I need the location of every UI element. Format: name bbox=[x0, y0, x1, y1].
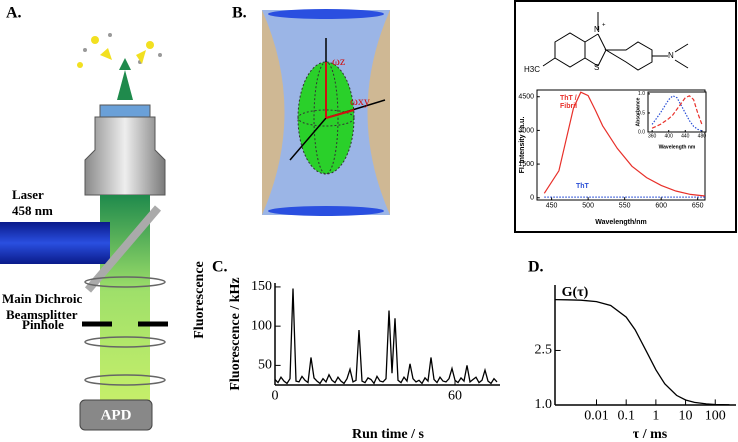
structure bbox=[542, 12, 689, 71]
series-line bbox=[543, 91, 706, 197]
y-tick-label: 0 bbox=[530, 195, 534, 202]
x-tick-label: 0 bbox=[272, 388, 279, 403]
annotation: Fibril bbox=[560, 103, 577, 110]
atom: N bbox=[594, 25, 600, 34]
optics bbox=[0, 33, 168, 431]
y-tick-label: 100 bbox=[251, 318, 272, 333]
laser-label: Laser bbox=[12, 187, 44, 202]
y-tick-label: 3000 bbox=[518, 127, 534, 134]
x-tick-label: 500 bbox=[582, 202, 594, 209]
x-tick-label: 100 bbox=[705, 408, 726, 423]
annotation: ThT / bbox=[560, 95, 577, 102]
x-axis-label: Run time / s bbox=[352, 427, 425, 442]
x-tick-label: 60 bbox=[448, 388, 462, 403]
annotation: ThT bbox=[576, 183, 590, 190]
atom: N bbox=[668, 51, 674, 60]
x-tick-label: 480 bbox=[698, 133, 707, 139]
plot-frame bbox=[536, 89, 706, 201]
fluorescence-label: Fluorescence bbox=[192, 261, 207, 339]
x-tick-label: 0.1 bbox=[617, 408, 635, 423]
x-tick-label: 550 bbox=[619, 202, 631, 209]
panel-label: A. bbox=[6, 5, 22, 22]
x-tick-label: 0.01 bbox=[584, 408, 609, 423]
x-tick-label: 400 bbox=[665, 133, 674, 139]
y-tick-label: 150 bbox=[251, 279, 272, 294]
atom: S bbox=[594, 63, 599, 72]
y-axis-label: FI. Intensity / a.u. bbox=[519, 117, 526, 174]
detector-label: APD bbox=[101, 407, 132, 423]
y-axis-label: Absorbance bbox=[635, 97, 641, 126]
y-tick-label: 1500 bbox=[518, 161, 534, 168]
x-tick-label: 650 bbox=[692, 202, 704, 209]
focal-volume bbox=[262, 9, 390, 216]
x-tick-label: 440 bbox=[681, 133, 690, 139]
panel-label: B. bbox=[232, 5, 247, 22]
plot-frame bbox=[647, 91, 707, 133]
omega-xy: ωxy bbox=[350, 94, 370, 108]
panel-label: C. bbox=[212, 259, 228, 276]
omega-z: ωz bbox=[332, 54, 345, 68]
splitter-label: Main Dichroic bbox=[2, 291, 83, 306]
x-axis-label: Wavelength nm bbox=[659, 144, 696, 150]
y-tick-label: 1.0 bbox=[535, 397, 553, 412]
splitter-label: Beamsplitter bbox=[6, 307, 78, 322]
y-tick-label: 2.5 bbox=[535, 343, 553, 358]
series-line bbox=[554, 298, 730, 406]
x-tick-label: 450 bbox=[546, 202, 558, 209]
x-axis-label: Wavelength/nm bbox=[595, 219, 646, 226]
x-axis-label: τ / ms bbox=[633, 427, 668, 442]
series-line bbox=[274, 288, 498, 385]
y-tick-label: 50 bbox=[258, 358, 272, 373]
atom: H3C bbox=[524, 65, 540, 74]
y-axis-label: G(τ) bbox=[562, 285, 589, 300]
laser-label: 458 nm bbox=[12, 203, 53, 218]
y-tick-label: 0.5 bbox=[638, 110, 645, 116]
series-line bbox=[651, 95, 703, 132]
series-line bbox=[651, 95, 703, 129]
panel-label: D. bbox=[528, 259, 544, 276]
inset-frame bbox=[514, 0, 737, 233]
pinhole-label: Pinhole bbox=[22, 317, 64, 332]
y-tick-label: 0.0 bbox=[638, 129, 645, 135]
y-tick-label: 4500 bbox=[518, 94, 534, 101]
x-tick-label: 10 bbox=[679, 408, 693, 423]
x-tick-label: 360 bbox=[648, 133, 657, 139]
y-axis-label: Fluorescence / kHz bbox=[228, 277, 243, 390]
x-tick-label: 1 bbox=[652, 408, 659, 423]
x-tick-label: 600 bbox=[655, 202, 667, 209]
y-tick-label: 1.0 bbox=[638, 91, 645, 97]
atom: + bbox=[602, 23, 606, 29]
